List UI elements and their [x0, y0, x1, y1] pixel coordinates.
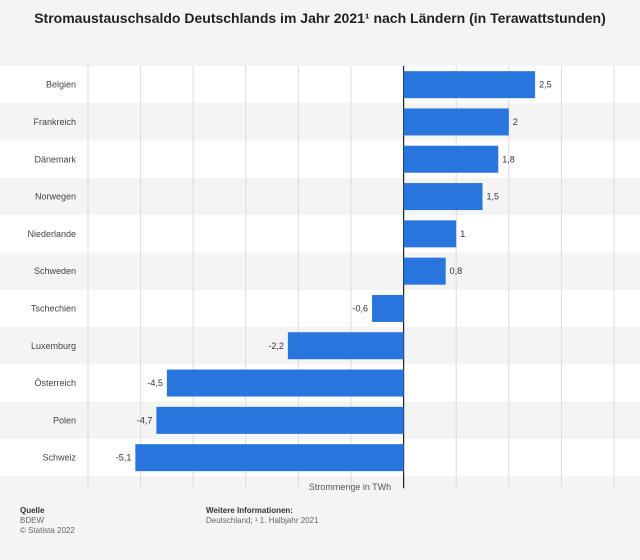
row-band — [0, 140, 640, 178]
bar — [403, 183, 483, 211]
copyright-text: © Statista 2022 — [20, 526, 75, 535]
bars — [135, 71, 536, 472]
row-band — [0, 252, 640, 290]
category-label: Norwegen — [35, 192, 76, 202]
row-band — [0, 215, 640, 253]
source-text: BDEW — [20, 516, 44, 525]
value-label: 1 — [460, 229, 465, 239]
value-label: 1,8 — [502, 154, 515, 164]
bar — [403, 145, 499, 173]
bar — [403, 220, 457, 248]
bar — [403, 108, 509, 136]
value-label: 2,5 — [539, 80, 552, 90]
value-label: -0,6 — [353, 303, 369, 313]
info-block: Weitere Informationen: Deutschland; ¹ 1.… — [206, 506, 319, 526]
category-label: Tschechien — [31, 303, 76, 313]
x-axis-title: Strommenge in TWh — [309, 482, 391, 492]
row-band — [0, 289, 640, 328]
category-label: Schweiz — [42, 453, 76, 463]
bar — [135, 444, 404, 472]
value-label: 2 — [513, 117, 518, 127]
bar — [372, 294, 404, 322]
info-heading: Weitere Informationen: — [206, 506, 293, 515]
bar — [156, 406, 404, 434]
value-label: -4,5 — [147, 378, 163, 388]
value-label: -2,2 — [268, 341, 284, 351]
bar — [166, 369, 404, 397]
category-label: Belgien — [46, 80, 76, 90]
category-label: Frankreich — [33, 117, 76, 127]
source-block: Quelle BDEW © Statista 2022 — [20, 506, 75, 536]
category-label: Polen — [53, 415, 76, 425]
value-label: -5,1 — [116, 453, 132, 463]
source-heading: Quelle — [20, 506, 45, 515]
bar — [403, 71, 536, 99]
bar — [287, 332, 404, 360]
bar-chart: Belgien Frankreich Dänemark Norwegen Niederl… — [0, 66, 640, 492]
bar — [403, 257, 446, 285]
value-label: -4,7 — [137, 415, 153, 425]
category-labels: Belgien Frankreich Dänemark Norwegen Niederl… — [27, 80, 76, 463]
category-label: Schweden — [34, 266, 76, 276]
row-band — [0, 103, 640, 141]
category-label: Niederlande — [27, 229, 76, 239]
value-label: 0,8 — [450, 266, 463, 276]
category-label: Dänemark — [34, 154, 76, 164]
category-label: Luxemburg — [31, 341, 76, 351]
chart-title: Stromaustauschsaldo Deutschlands im Jahr… — [34, 10, 606, 26]
value-label: 1,5 — [487, 192, 500, 202]
value-labels: 2,5 2 1,8 1,5 1 0,8 -0,6 -2,2 -4,5 -4,7 -5,1 — [116, 80, 552, 463]
info-text: Deutschland; ¹ 1. Halbjahr 2021 — [206, 516, 319, 525]
category-label: Österreich — [34, 378, 76, 388]
row-band — [0, 177, 640, 216]
